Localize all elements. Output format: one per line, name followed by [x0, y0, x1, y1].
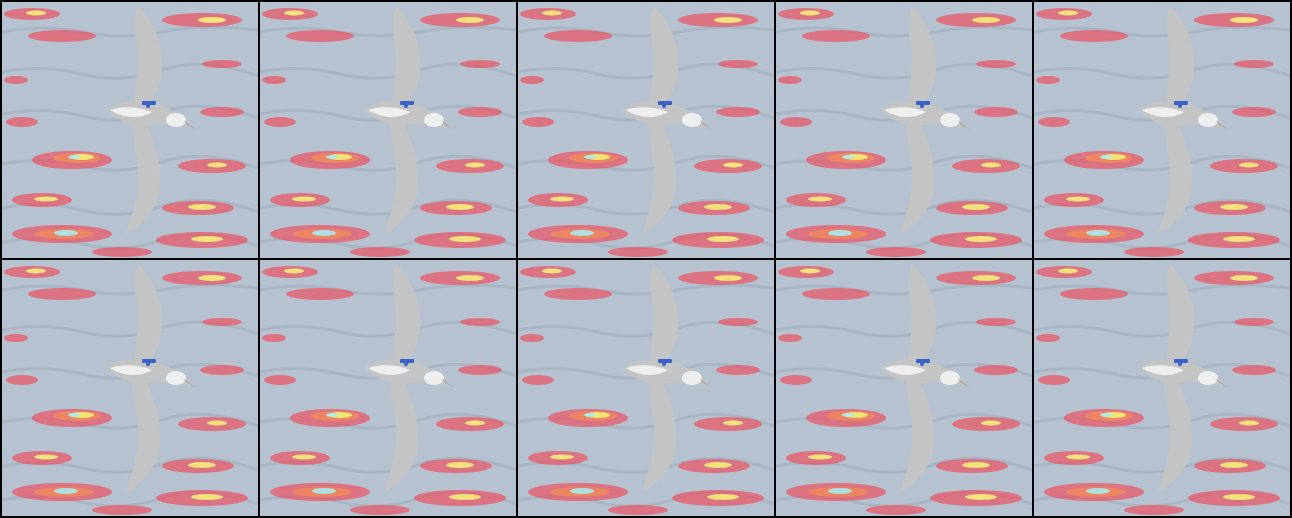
- albatross-photo: [260, 260, 516, 516]
- albatross-photo: [518, 2, 774, 258]
- albatross-photo: [260, 2, 516, 258]
- albatross-image-tile: [518, 260, 774, 516]
- albatross-photo: [518, 260, 774, 516]
- albatross-photo: [2, 260, 258, 516]
- albatross-photo: [2, 2, 258, 258]
- albatross-photo: [776, 260, 1032, 516]
- albatross-image-tile: [2, 2, 258, 258]
- albatross-image-tile: [1034, 260, 1290, 516]
- albatross-image-tile: [1034, 2, 1290, 258]
- albatross-photo: [1034, 260, 1290, 516]
- albatross-image-tile: [776, 260, 1032, 516]
- albatross-photo: [776, 2, 1032, 258]
- albatross-image-tile: [260, 2, 516, 258]
- albatross-photo: [1034, 2, 1290, 258]
- albatross-image-tile: [260, 260, 516, 516]
- albatross-image-tile: [776, 2, 1032, 258]
- albatross-image-tile: [518, 2, 774, 258]
- albatross-image-tile: [2, 260, 258, 516]
